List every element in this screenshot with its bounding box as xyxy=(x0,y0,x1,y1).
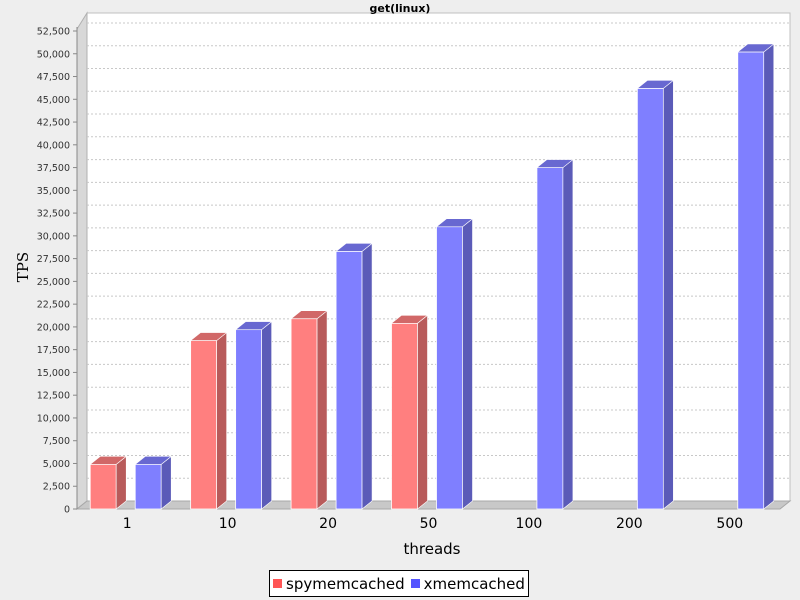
bar-top xyxy=(189,332,228,341)
bar-side xyxy=(417,314,428,510)
x-tick-label: 200 xyxy=(616,516,643,532)
bar-xmemcached-500 xyxy=(736,43,775,510)
x-tick-label: 1 xyxy=(123,516,132,532)
y-tick-label: 22,500 xyxy=(37,300,70,311)
bar-top xyxy=(290,310,328,320)
legend-swatch-red xyxy=(273,579,283,588)
bar-front xyxy=(391,322,418,510)
bar-top xyxy=(636,80,675,89)
y-tick-label: 10,000 xyxy=(37,413,70,424)
x-tick-label: 20 xyxy=(319,516,337,532)
x-axis: 1 10 20 50 100 200 500 xyxy=(123,516,743,532)
legend-item-spymemcached: spymemcached xyxy=(273,575,405,593)
plot-side-wall xyxy=(76,11,88,511)
bar-front xyxy=(636,87,664,510)
bar-top xyxy=(89,456,128,465)
y-tick-label: 37,500 xyxy=(37,163,70,174)
bar-top xyxy=(536,159,574,168)
y-tick-label: 20,000 xyxy=(37,322,70,333)
y-tick-label: 40,000 xyxy=(37,140,70,151)
bar-front xyxy=(190,340,218,510)
x-axis-label: threads xyxy=(404,540,461,558)
y-tick-label: 27,500 xyxy=(37,254,70,265)
bar-side xyxy=(361,242,373,510)
bar-front xyxy=(436,226,463,510)
bar-xmemcached-10 xyxy=(234,321,273,510)
bar-front xyxy=(335,250,363,510)
bar-xmemcached-50 xyxy=(435,218,474,510)
y-tick-label: 15,000 xyxy=(37,368,70,379)
y-tick-label: 25,000 xyxy=(37,277,70,288)
bar-side xyxy=(763,43,775,510)
legend-label: spymemcached xyxy=(286,574,405,593)
y-tick-label: 52,500 xyxy=(37,27,70,38)
legend: spymemcached xmemcached xyxy=(269,570,529,597)
bar-xmemcached-200 xyxy=(636,79,675,510)
bar-top xyxy=(134,456,173,465)
bar-front xyxy=(134,463,162,510)
bar-side xyxy=(462,218,473,510)
x-tick-label: 50 xyxy=(420,516,438,532)
bar-spymemcached-20 xyxy=(290,310,328,510)
bar-spymemcached-1 xyxy=(89,455,128,510)
bar-top xyxy=(335,243,373,252)
y-tick-label: 30,000 xyxy=(37,231,70,242)
bar-side xyxy=(115,455,127,510)
y-tick-label: 35,000 xyxy=(37,186,70,197)
y-tick-label: 42,500 xyxy=(37,118,70,129)
bar-xmemcached-1 xyxy=(134,455,173,510)
bars xyxy=(89,43,775,510)
legend-item-xmemcached: xmemcached xyxy=(410,574,525,593)
y-tick-label: 12,500 xyxy=(37,391,70,402)
y-tick-label: 2,500 xyxy=(43,482,70,493)
bar-side xyxy=(216,331,227,510)
y-tick-label: 0 xyxy=(64,505,70,516)
bar-side xyxy=(261,321,272,510)
bar-top xyxy=(736,43,775,53)
bar-xmemcached-100 xyxy=(536,158,574,510)
bar-top xyxy=(390,314,429,324)
y-tick-label: 47,500 xyxy=(37,72,70,83)
plot-floor xyxy=(75,500,792,510)
bar-spymemcached-10 xyxy=(189,331,228,510)
y-axis: 0 2,500 5,000 7,500 10,000 12,500 15,000 17,500… xyxy=(37,27,78,516)
bar-side xyxy=(663,79,674,510)
bar-front xyxy=(536,167,564,510)
x-tick-label: 10 xyxy=(219,516,237,532)
x-tick-label: 500 xyxy=(716,516,743,532)
legend-swatch-blue xyxy=(410,579,420,588)
bar-top xyxy=(435,218,474,228)
bar-xmemcached-20 xyxy=(335,242,373,510)
y-tick-label: 45,000 xyxy=(37,95,70,106)
bar-side xyxy=(562,158,574,510)
bar-side xyxy=(316,310,328,510)
y-tick-label: 32,500 xyxy=(37,209,70,220)
x-tick-label: 100 xyxy=(516,516,543,532)
bar-spymemcached-50 xyxy=(390,314,429,510)
y-tick-label: 50,000 xyxy=(37,49,70,60)
bar-side xyxy=(160,455,172,510)
bar-front xyxy=(737,51,765,510)
bar-front xyxy=(235,329,263,510)
legend-label: xmemcached xyxy=(423,574,525,593)
chart-title: get(linux) xyxy=(369,2,431,15)
bar-front xyxy=(290,318,318,510)
bar-top xyxy=(234,321,273,330)
y-axis-label: TPS xyxy=(14,252,32,282)
plot-area xyxy=(75,11,792,511)
y-tick-label: 7,500 xyxy=(43,436,70,447)
y-tick-label: 5,000 xyxy=(43,459,70,470)
y-tick-label: 17,500 xyxy=(37,345,70,356)
bar-front xyxy=(89,463,117,510)
